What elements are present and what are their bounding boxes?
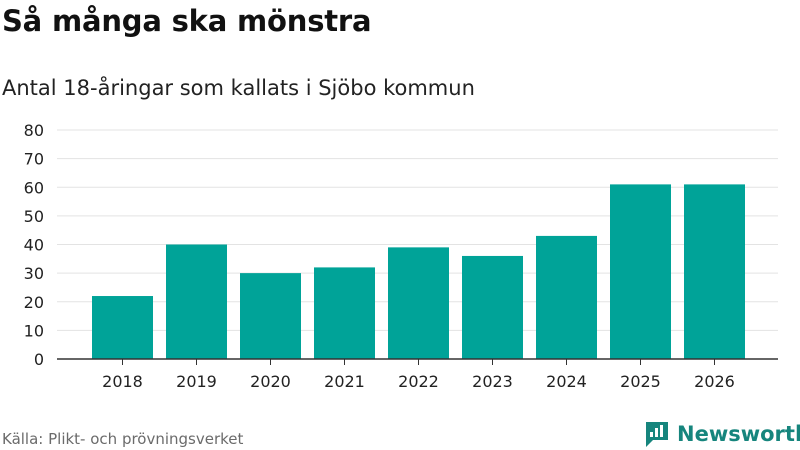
x-tick-label: 2026 xyxy=(694,372,735,391)
x-tick-label: 2018 xyxy=(102,372,143,391)
brand-logo[interactable]: Newsworthy xyxy=(644,420,800,448)
bar-2023 xyxy=(462,255,523,359)
bar-2021 xyxy=(314,267,375,359)
bar-2026 xyxy=(684,184,745,359)
y-tick-label: 30 xyxy=(24,264,44,283)
bar-2019 xyxy=(166,244,227,359)
chart-subtitle: Antal 18-åringar som kallats i Sjöbo kom… xyxy=(2,76,475,100)
source-note: Källa: Plikt- och prövningsverket xyxy=(2,430,244,448)
y-tick-label: 50 xyxy=(24,207,44,226)
bar-2018 xyxy=(92,296,153,359)
x-axis-ticks: 2018 2019 2020 2021 2022 2023 2024 2025 2026 xyxy=(102,359,735,391)
y-tick-label: 70 xyxy=(24,150,44,169)
x-tick-label: 2021 xyxy=(324,372,365,391)
y-tick-label: 0 xyxy=(34,350,44,369)
bar-chart-flag-icon xyxy=(646,422,668,447)
y-tick-label: 80 xyxy=(24,121,44,140)
y-axis-ticks: 0 10 20 30 40 50 60 70 80 xyxy=(24,121,44,369)
x-tick-label: 2025 xyxy=(620,372,661,391)
y-tick-label: 20 xyxy=(24,293,44,312)
y-tick-label: 60 xyxy=(24,178,44,197)
x-tick-label: 2019 xyxy=(176,372,217,391)
brand-name: Newsworthy xyxy=(677,422,800,446)
x-tick-label: 2024 xyxy=(546,372,587,391)
y-tick-label: 10 xyxy=(24,321,44,340)
bar-2020 xyxy=(240,273,301,359)
y-tick-label: 40 xyxy=(24,236,44,255)
bar-2024 xyxy=(536,235,597,359)
chart-title: Så många ska mönstra xyxy=(2,4,372,38)
bars xyxy=(92,184,745,359)
x-tick-label: 2022 xyxy=(398,372,439,391)
x-tick-label: 2020 xyxy=(250,372,291,391)
bar-2025 xyxy=(610,184,671,359)
bar-2022 xyxy=(388,247,449,359)
x-tick-label: 2023 xyxy=(472,372,513,391)
